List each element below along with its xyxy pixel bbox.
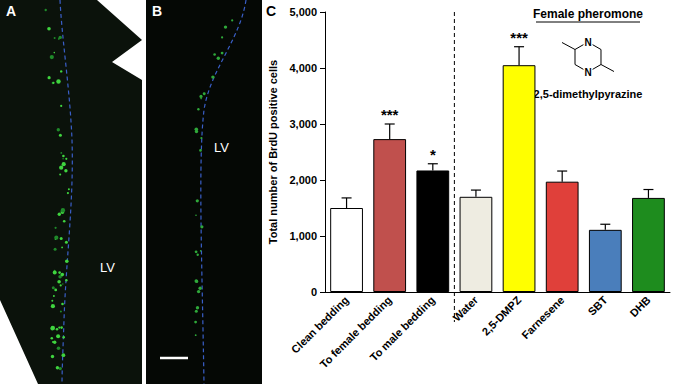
svg-text:5,000: 5,000 <box>289 6 317 18</box>
svg-text:0: 0 <box>311 286 317 298</box>
svg-text:LV: LV <box>100 260 115 275</box>
svg-text:Farnesene: Farnesene <box>519 294 566 341</box>
svg-text:*: * <box>430 146 436 163</box>
svg-text:SBT: SBT <box>586 294 610 318</box>
svg-text:1,000: 1,000 <box>289 230 317 242</box>
svg-text:A: A <box>6 3 16 19</box>
svg-text:Clean bedding: Clean bedding <box>288 293 351 356</box>
svg-text:***: *** <box>381 106 399 123</box>
svg-text:C: C <box>266 3 276 19</box>
svg-text:2,5-dimethylpyrazine: 2,5-dimethylpyrazine <box>534 88 643 100</box>
svg-text:Total number of BrdU positive: Total number of BrdU positive cells <box>267 60 279 244</box>
svg-text:Female pheromone: Female pheromone <box>533 7 643 21</box>
svg-text:2,5-DMPZ: 2,5-DMPZ <box>479 294 523 338</box>
svg-text:3,000: 3,000 <box>289 118 317 130</box>
svg-text:4,000: 4,000 <box>289 62 317 74</box>
svg-text:To female bedding: To female bedding <box>317 294 394 371</box>
svg-text:***: *** <box>510 29 528 46</box>
svg-text:B: B <box>152 3 162 19</box>
svg-text:N: N <box>584 37 591 48</box>
svg-text:To male bedding: To male bedding <box>367 294 437 364</box>
svg-text:DHB: DHB <box>627 294 652 319</box>
svg-text:LV: LV <box>214 140 229 155</box>
svg-text:2,000: 2,000 <box>289 174 317 186</box>
svg-text:N: N <box>584 67 591 78</box>
svg-text:Water: Water <box>450 293 480 323</box>
